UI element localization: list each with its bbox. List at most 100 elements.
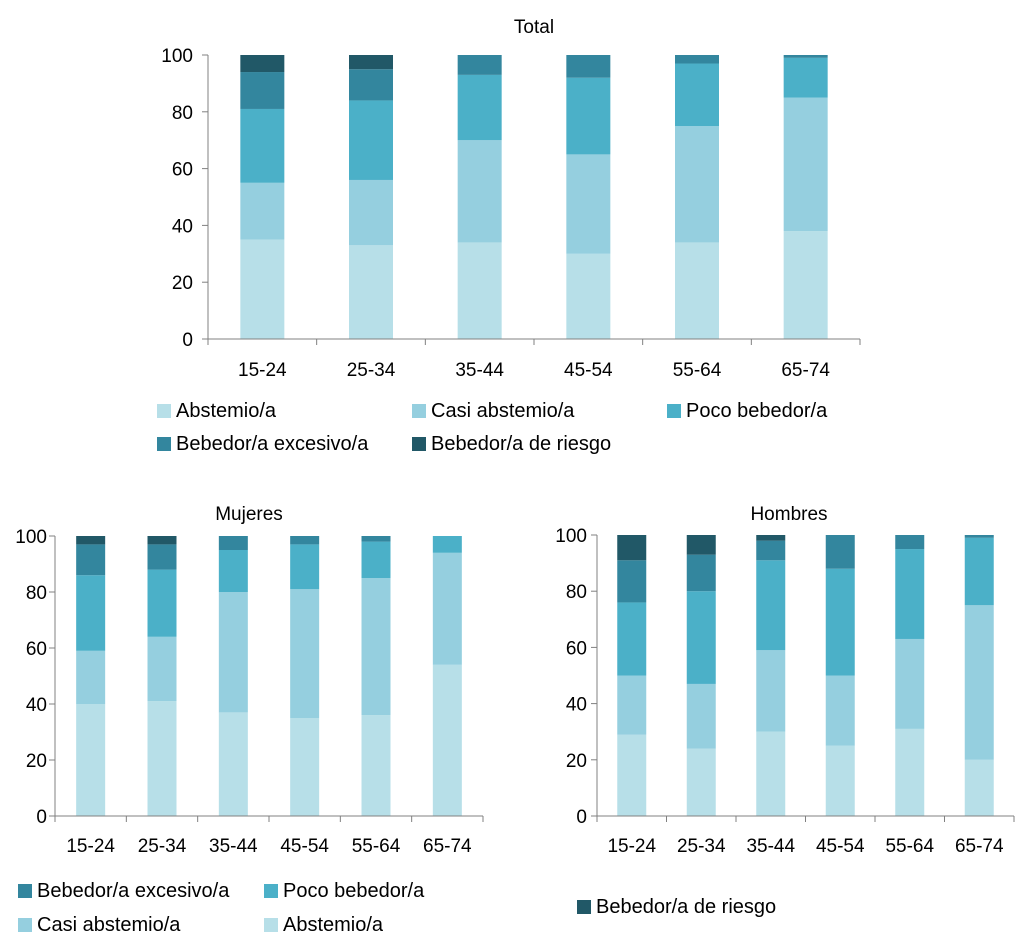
y-tick-label-hombres-0: 0 [576,807,587,828]
bar-segment-total-65-74-casi_abstemio [783,97,828,232]
bar-segment-mujeres-55-64-casi_abstemio [361,578,391,716]
bar-segment-total-65-74-poco_bebedor [783,57,828,98]
legend-label: Bebedor/a excesivo/a [176,433,369,455]
legend-swatch [667,404,681,418]
bar-segment-total-35-44-casi_abstemio [457,140,502,243]
bar-segment-total-35-44-bebedor_excesivo [457,55,502,75]
y-tick-label-hombres-40: 40 [566,695,587,716]
bar-segment-hombres-55-64-bebedor_excesivo [895,535,925,550]
bar-segment-mujeres-65-74-poco_bebedor [432,536,462,553]
bar-segment-hombres-25-34-abstemio [686,748,716,816]
legend-label: Poco bebedor/a [686,400,828,422]
legend-swatch [412,404,426,418]
bar-segment-mujeres-55-64-bebedor_excesivo [361,536,391,542]
bar-segment-hombres-35-44-bebedor_excesivo [756,540,786,561]
y-tick-label-hombres-60: 60 [566,638,587,659]
x-label-hombres-35-44: 35-44 [746,836,795,857]
y-tick-label-hombres-100: 100 [555,526,587,547]
x-label-mujeres-65-74: 65-74 [423,836,472,857]
x-label-hombres-65-74: 65-74 [955,836,1004,857]
x-label-mujeres-55-64: 55-64 [352,836,401,857]
legend-label: Bebedor/a de riesgo [431,433,612,455]
bar-segment-hombres-45-54-abstemio [825,745,855,816]
bar-segment-mujeres-15-24-casi_abstemio [76,650,106,704]
bar-segment-hombres-55-64-abstemio [895,728,925,816]
x-label-total-15-24: 15-24 [238,360,287,381]
bar-segment-hombres-25-34-casi_abstemio [686,683,716,749]
bar-segment-hombres-45-54-bebedor_excesivo [825,535,855,569]
bar-segment-hombres-65-74-casi_abstemio [964,605,994,760]
bar-segment-mujeres-35-44-poco_bebedor [218,550,248,592]
y-tick-label-mujeres-60: 60 [26,639,47,660]
bar-segment-total-15-24-bebedor_riesgo [240,55,285,73]
x-label-mujeres-45-54: 45-54 [280,836,329,857]
bar-segment-mujeres-25-34-casi_abstemio [147,636,177,702]
bar-segment-total-55-64-casi_abstemio [675,126,719,243]
bar-segment-total-15-24-casi_abstemio [240,182,285,240]
legend-label: Bebedor/a de riesgo [596,896,777,918]
bar-segment-hombres-15-24-casi_abstemio [617,675,647,735]
y-tick-label-total-0: 0 [182,330,193,351]
bar-segment-hombres-35-44-poco_bebedor [756,560,786,651]
y-tick-label-total-100: 100 [161,46,193,67]
bar-segment-hombres-15-24-poco_bebedor [617,602,647,676]
x-label-mujeres-35-44: 35-44 [209,836,258,857]
bar-segment-total-55-64-abstemio [675,242,719,339]
bar-segment-hombres-25-34-bebedor_excesivo [686,554,716,592]
bar-segment-mujeres-35-44-casi_abstemio [218,592,248,713]
bar-segment-mujeres-35-44-abstemio [218,712,248,816]
bar-segment-total-25-34-bebedor_riesgo [349,55,393,70]
y-tick-label-total-80: 80 [172,103,193,124]
bar-segment-hombres-25-34-poco_bebedor [686,591,716,684]
bar-segment-hombres-65-74-bebedor_excesivo [964,535,994,538]
x-label-mujeres-15-24: 15-24 [66,836,115,857]
bar-segment-total-15-24-abstemio [240,239,285,339]
bar-segment-mujeres-15-24-poco_bebedor [76,575,106,651]
y-tick-label-total-20: 20 [172,273,193,294]
bar-segment-mujeres-25-34-bebedor_excesivo [147,544,177,570]
legend-label: Casi abstemio/a [37,914,181,936]
y-tick-label-hombres-20: 20 [566,751,587,772]
legend-item-bebedor_excesivo: Bebedor/a excesivo/a [18,881,229,901]
y-tick-label-mujeres-100: 100 [15,527,47,548]
bar-segment-mujeres-15-24-abstemio [76,704,106,816]
bar-segment-mujeres-15-24-bebedor_excesivo [76,544,106,576]
y-tick-label-hombres-80: 80 [566,582,587,603]
bar-segment-hombres-35-44-abstemio [756,731,786,816]
y-tick-label-mujeres-80: 80 [26,583,47,604]
x-label-hombres-55-64: 55-64 [885,836,934,857]
chart-title-hombres: Hombres [750,504,827,525]
bar-segment-total-45-54-casi_abstemio [566,154,611,254]
x-label-hombres-45-54: 45-54 [816,836,865,857]
bar-segment-mujeres-55-64-poco_bebedor [361,541,391,578]
bar-segment-hombres-65-74-poco_bebedor [964,537,994,606]
y-tick-label-total-60: 60 [172,160,193,181]
bar-segment-total-55-64-poco_bebedor [675,63,719,126]
bar-segment-total-35-44-abstemio [457,242,502,339]
legend-swatch [18,918,32,932]
bar-segment-total-25-34-poco_bebedor [349,100,393,180]
y-tick-label-mujeres-0: 0 [36,807,47,828]
bar-segment-total-45-54-poco_bebedor [566,77,611,155]
bar-segment-mujeres-45-54-bebedor_excesivo [290,536,320,545]
legend-label: Bebedor/a excesivo/a [37,880,230,902]
bar-segment-total-45-54-bebedor_excesivo [566,55,611,78]
bar-segment-total-55-64-bebedor_excesivo [675,55,719,64]
bar-segment-mujeres-15-24-bebedor_riesgo [76,536,106,545]
legend-label: Poco bebedor/a [283,880,425,902]
y-tick-label-total-40: 40 [172,216,193,237]
bar-segment-total-45-54-abstemio [566,253,611,339]
legend-item-abstemio: Abstemio/a [264,915,383,935]
legend-swatch [264,884,278,898]
y-tick-label-mujeres-40: 40 [26,695,47,716]
bar-segment-hombres-45-54-poco_bebedor [825,568,855,676]
legend-swatch [157,404,171,418]
x-label-total-35-44: 35-44 [455,360,504,381]
legend-swatch [157,437,171,451]
chart-title-total: Total [514,17,554,38]
x-label-mujeres-25-34: 25-34 [138,836,187,857]
bar-segment-mujeres-65-74-abstemio [432,664,462,816]
x-label-total-45-54: 45-54 [564,360,613,381]
legend-label: Abstemio/a [176,400,277,422]
bar-segment-total-25-34-abstemio [349,245,393,339]
